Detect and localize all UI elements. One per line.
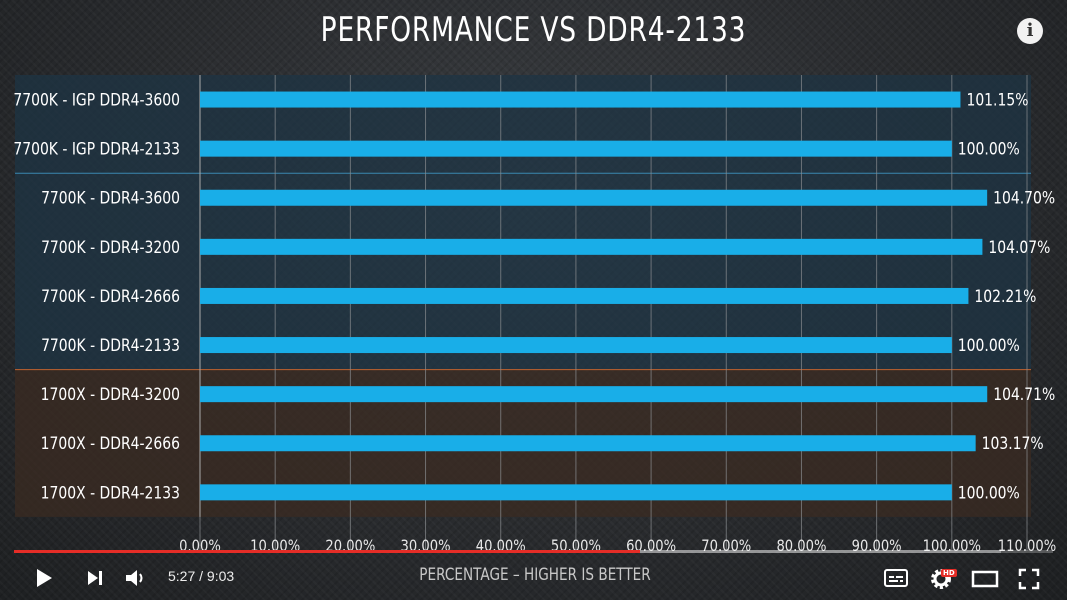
bar (200, 386, 988, 403)
group-panel (15, 173, 1031, 370)
time-display: 5:27 / 9:03 (168, 568, 235, 584)
fullscreen-icon[interactable] (1018, 568, 1040, 590)
category-label: 1700X - DDR4-2133 (41, 483, 180, 503)
category-label: 7700K - DDR4-2666 (41, 287, 180, 307)
chart-title: PERFORMANCE VS DDR4-2133 (320, 10, 747, 50)
data-label: 103.17% (982, 434, 1044, 454)
bar (200, 91, 961, 108)
data-label: 102.21% (974, 287, 1036, 307)
category-label: 1700X - DDR4-2666 (41, 434, 180, 454)
bar (200, 189, 988, 206)
subtitles-icon[interactable] (884, 569, 908, 587)
bar (200, 484, 952, 501)
progress-played (14, 550, 640, 553)
group-panel (15, 75, 1031, 174)
play-icon[interactable] (34, 568, 54, 588)
progress-bar[interactable] (14, 550, 1053, 553)
category-label: 1700X - DDR4-3200 (41, 385, 180, 405)
x-tick-label: 90.00% (852, 537, 902, 556)
chart-plot: 7700K - IGP DDR4-3600 101.15% 7700K - IGP … (13, 75, 1056, 556)
x-tick-label: 110.00% (998, 537, 1056, 556)
data-label: 104.71% (993, 385, 1055, 405)
data-label: 100.00% (958, 139, 1020, 159)
data-label: 104.07% (988, 238, 1050, 258)
data-label: 101.15% (966, 90, 1028, 110)
bar (200, 238, 983, 255)
x-axis-label: PERCENTAGE – HIGHER IS BETTER (419, 565, 651, 585)
hd-badge: HD (941, 569, 957, 577)
category-label: 7700K - DDR4-3200 (41, 238, 180, 258)
data-label: 100.00% (958, 483, 1020, 503)
category-label: 7700K - DDR4-3600 (41, 188, 180, 208)
volume-icon[interactable] (124, 567, 148, 589)
bar (200, 287, 969, 304)
data-label: 100.00% (958, 336, 1020, 356)
category-label: 7700K - IGP DDR4-3600 (13, 90, 180, 110)
category-label: 7700K - IGP DDR4-2133 (13, 139, 180, 159)
x-tick-label: 80.00% (776, 537, 826, 556)
info-icon[interactable]: i (1017, 18, 1043, 44)
x-tick-label: 70.00% (701, 537, 751, 556)
theater-mode-icon[interactable] (971, 569, 999, 589)
bar (200, 337, 952, 354)
video-player-controls: 5:27 / 9:03 PERCENTAGE – HIGHER IS BETTE… (0, 540, 1067, 600)
bar (200, 435, 976, 452)
category-label: 7700K - DDR4-2133 (41, 336, 180, 356)
bar (200, 140, 952, 157)
next-icon[interactable] (85, 568, 105, 588)
data-label: 104.70% (993, 188, 1055, 208)
x-tick-label: 100.00% (923, 537, 981, 556)
